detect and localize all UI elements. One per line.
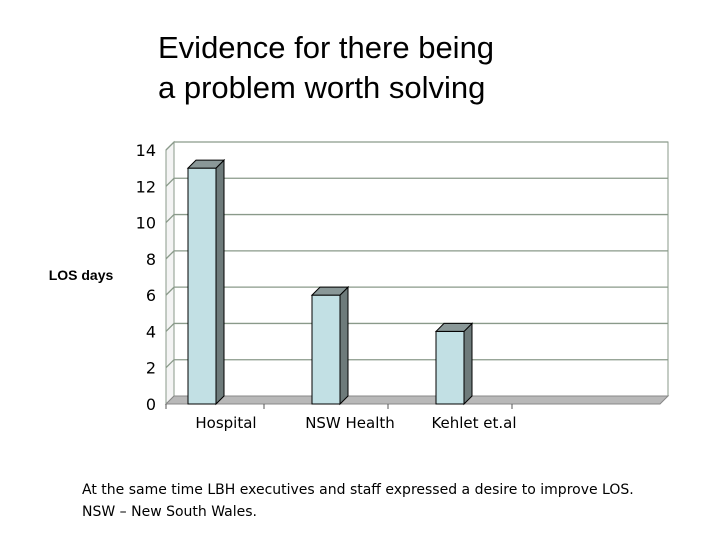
gridline (165, 359, 668, 369)
slide-title-line-2: a problem worth solving (158, 70, 486, 105)
side-wall-panel (165, 140, 175, 406)
footnote: At the same time LBH executives and staf… (82, 479, 702, 523)
bar-side (215, 158, 225, 406)
y-axis-label: LOS days (49, 267, 114, 283)
floor-panel (164, 395, 670, 405)
y-tick-label: 6 (146, 286, 156, 305)
back-wall-panel (173, 141, 669, 397)
footnote-line-2: NSW – New South Wales. (82, 504, 257, 520)
bar (434, 322, 474, 406)
y-tick-label: 12 (136, 177, 156, 196)
x-tick-label: Kehlet et.al (431, 414, 516, 432)
chart-floor (164, 395, 670, 405)
gridline (165, 141, 668, 151)
bar (310, 285, 350, 406)
chart-back-wall (165, 140, 669, 406)
chart-bars (186, 158, 474, 406)
y-tick-label: 14 (136, 141, 156, 160)
footnote-line-1: At the same time LBH executives and staf… (82, 482, 634, 498)
gridline (165, 322, 668, 332)
slide-title-line-1: Evidence for there being (158, 30, 495, 65)
bar-top (434, 322, 474, 332)
bar-side (463, 322, 473, 406)
x-tick-label: Hospital (195, 414, 256, 432)
gridline (165, 177, 668, 187)
bar-front (187, 167, 217, 405)
bar-front (311, 294, 341, 405)
y-tick-label: 0 (146, 395, 156, 414)
x-axis-tick-labels: Hospital NSW Health Kehlet et.al (165, 404, 517, 432)
y-tick-label: 10 (136, 214, 156, 233)
y-tick-label: 8 (146, 250, 156, 269)
gridline (165, 250, 668, 260)
bar-top (310, 286, 350, 296)
y-tick-label: 2 (146, 359, 156, 378)
gridline (165, 213, 668, 224)
y-axis-tick-labels: 0 2 4 6 8 10 12 14 (136, 141, 156, 414)
x-tick-label: NSW Health (305, 414, 395, 432)
bar-front (435, 330, 465, 405)
y-tick-label: 4 (146, 322, 156, 341)
bar-top (186, 159, 226, 169)
gridline (165, 286, 668, 296)
bar-side (339, 285, 349, 406)
slide-title: Evidence for there being a problem worth… (158, 28, 678, 108)
bar (186, 158, 226, 406)
chart-gridlines (165, 141, 668, 369)
